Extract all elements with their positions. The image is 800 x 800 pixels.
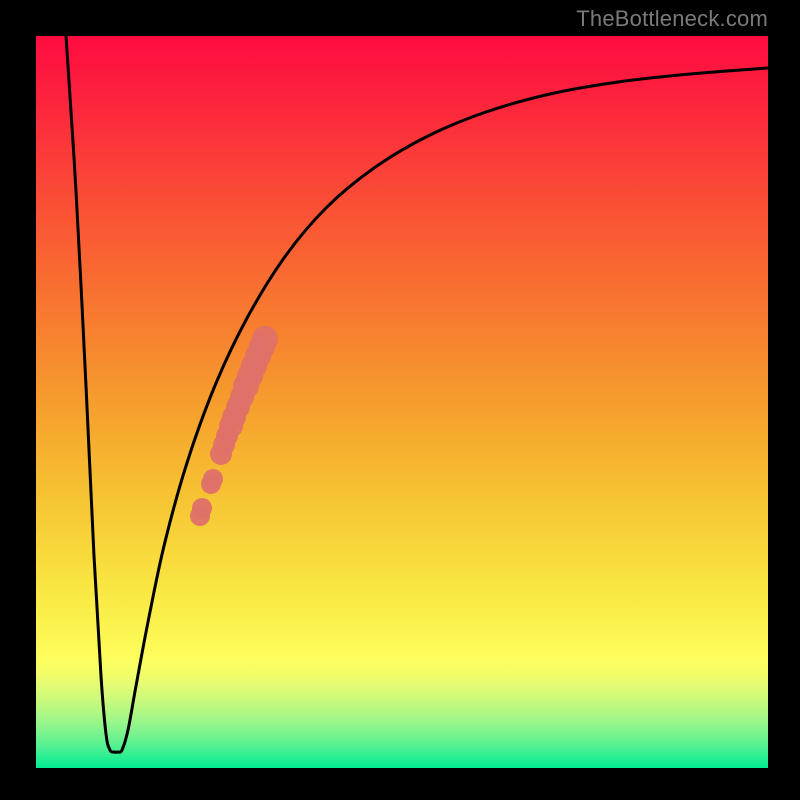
- frame-border-left: [0, 0, 36, 800]
- frame-border-bottom: [0, 768, 800, 800]
- chart-stage: TheBottleneck.com: [0, 0, 800, 800]
- plot-area: [36, 36, 768, 768]
- frame-border-right: [768, 0, 800, 800]
- scatter-point: [252, 326, 278, 352]
- plot-svg: [36, 36, 768, 768]
- scatter-point: [203, 469, 223, 489]
- watermark-text: TheBottleneck.com: [576, 6, 768, 32]
- gradient-background: [36, 36, 768, 768]
- scatter-point: [192, 498, 212, 518]
